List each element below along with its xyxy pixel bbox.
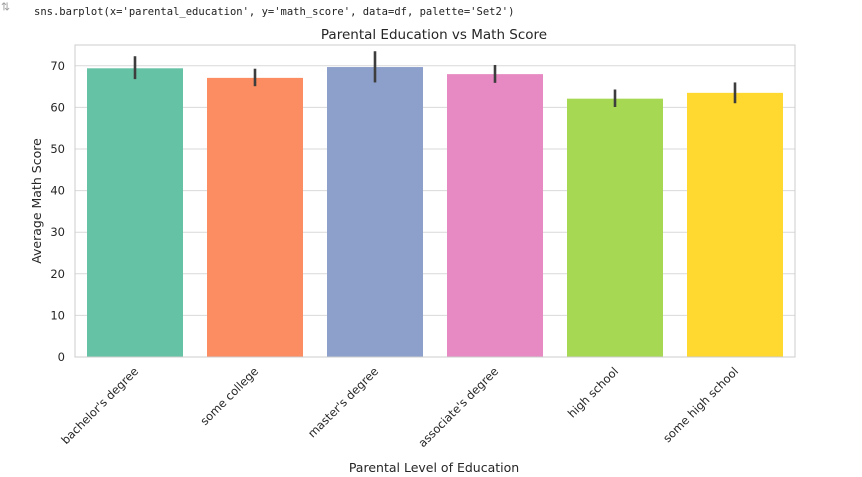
- bar: [207, 77, 303, 357]
- bar: [687, 92, 783, 357]
- x-tick-label: associate's degree: [415, 364, 501, 450]
- x-tick-labels: bachelor's degree some college master's de…: [58, 364, 741, 450]
- y-tick-label: 50: [50, 142, 65, 156]
- y-tick-label: 0: [58, 350, 65, 364]
- y-tick-label: 30: [50, 225, 65, 239]
- code-cell-source[interactable]: sns.barplot(x='parental_education', y='m…: [34, 6, 515, 18]
- y-tick-label: 40: [50, 184, 65, 198]
- y-tick-label: 60: [50, 100, 65, 114]
- bar: [327, 67, 423, 357]
- x-axis-label: Parental Level of Education: [349, 460, 519, 475]
- y-tick-labels: 0 10 20 30 40 50 60 70: [50, 59, 65, 364]
- y-tick-label: 20: [50, 267, 65, 281]
- y-axis-label: Average Math Score: [29, 138, 44, 264]
- x-tick-label: master's degree: [305, 364, 381, 440]
- bar: [567, 98, 663, 357]
- error-bars: [133, 51, 737, 107]
- bars: [87, 67, 783, 358]
- x-tick-label: some college: [197, 364, 261, 428]
- grid-lines: [75, 65, 795, 358]
- y-tick-label: 10: [50, 308, 65, 322]
- bar: [87, 68, 183, 358]
- bar: [447, 74, 543, 358]
- y-tick-label: 70: [50, 59, 65, 73]
- chart-title: Parental Education vs Math Score: [321, 27, 547, 43]
- x-tick-label: some high school: [660, 364, 741, 445]
- x-tick-label: high school: [565, 364, 621, 420]
- x-tick-label: bachelor's degree: [58, 364, 141, 447]
- plot-frame: [74, 44, 796, 358]
